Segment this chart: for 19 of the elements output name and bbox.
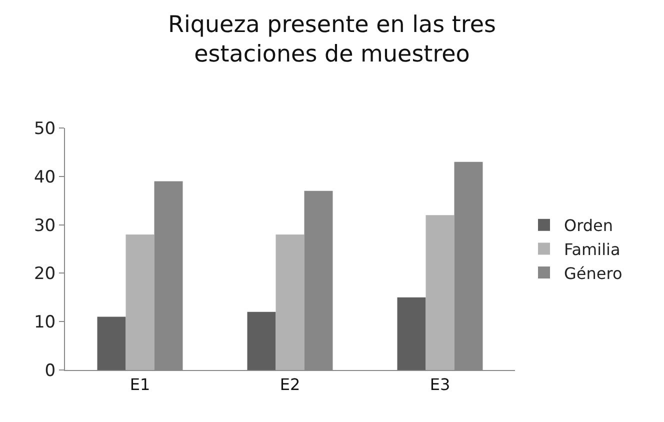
- bar: [126, 234, 154, 370]
- chart-title: Riqueza presente en las tres estaciones de muestreo: [168, 12, 496, 68]
- y-tick-label: 10: [34, 312, 56, 333]
- y-tick-label: 50: [34, 118, 56, 139]
- bar: [397, 297, 426, 370]
- bar: [426, 215, 454, 370]
- y-tick-label: 20: [34, 264, 56, 284]
- y-tick-label: 30: [34, 216, 56, 236]
- bar: [276, 234, 304, 370]
- legend-label: Orden: [564, 216, 614, 236]
- legend-label: Género: [564, 264, 622, 283]
- bar: [97, 316, 126, 370]
- y-tick-label: 40: [34, 167, 56, 188]
- x-tick-label: E2: [280, 375, 300, 394]
- x-tick-label: E3: [430, 375, 450, 394]
- y-tick-label: 0: [44, 360, 56, 381]
- bar: [247, 312, 276, 370]
- legend-label: Familia: [564, 240, 620, 259]
- x-tick-label: E1: [130, 375, 150, 394]
